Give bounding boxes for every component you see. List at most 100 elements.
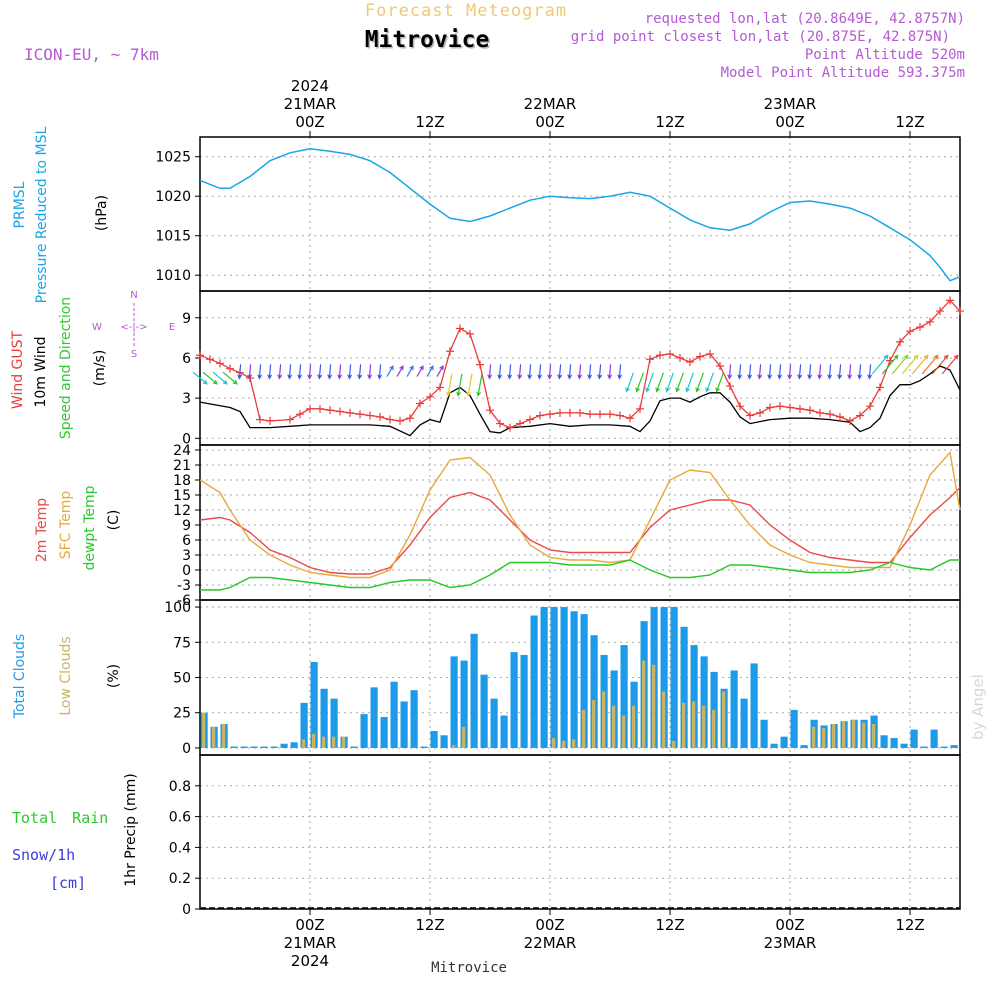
wind-gust-point bbox=[846, 416, 854, 425]
y-tick-label: 50 bbox=[173, 671, 191, 687]
wind-gust-point bbox=[736, 402, 744, 411]
total-cloud-bar bbox=[590, 635, 598, 748]
temp-unit: (C) bbox=[106, 510, 122, 531]
wind-direction-arrow bbox=[212, 371, 228, 385]
y-tick-label: 0.4 bbox=[169, 840, 191, 856]
y-tick-label: 3 bbox=[182, 391, 191, 407]
total-cloud-bar bbox=[530, 615, 538, 748]
wind-direction-arrow bbox=[577, 364, 583, 380]
y-tick-label: 0.8 bbox=[169, 779, 191, 795]
total-cloud-bar bbox=[230, 746, 238, 748]
total-cloud-bar bbox=[440, 735, 448, 748]
y-tick-label: 0 bbox=[182, 902, 191, 918]
y-tick-label: 18 bbox=[173, 473, 191, 489]
wind-gust-point bbox=[606, 410, 614, 419]
wind-gust-point bbox=[446, 347, 454, 356]
wind-direction-arrow bbox=[911, 354, 929, 375]
wind-direction-arrow bbox=[931, 354, 949, 375]
location-title: Mitrovice bbox=[366, 29, 491, 55]
bottom-time-label: 00Z bbox=[535, 916, 564, 934]
total-cloud-bar bbox=[400, 701, 408, 748]
watermark: by Angel bbox=[969, 674, 987, 740]
wind-gust-point bbox=[906, 327, 914, 336]
top-time-label: 12Z bbox=[895, 113, 924, 131]
y-tick-label: 3 bbox=[182, 548, 191, 564]
compass-e: E bbox=[169, 322, 175, 333]
plot-area: 10101015102010250369-6-30369121518212402… bbox=[155, 77, 964, 970]
wind-gust-point bbox=[696, 352, 704, 361]
wind-direction-arrow bbox=[287, 364, 293, 380]
product-title: Forecast Meteogram bbox=[365, 1, 567, 21]
top-time-label: 00Z bbox=[535, 113, 564, 131]
bottom-time-label: 12Z bbox=[655, 916, 684, 934]
wind-direction-arrow bbox=[655, 372, 664, 393]
top-date-label: 21MAR bbox=[284, 95, 337, 113]
wind-gust-point bbox=[816, 408, 824, 417]
low-cloud-bar bbox=[832, 724, 836, 748]
y-tick-label: 12 bbox=[173, 503, 191, 519]
low-cloud-bar bbox=[552, 738, 556, 748]
cloud-unit: (%) bbox=[106, 664, 122, 688]
wind-gust-point bbox=[256, 415, 264, 424]
total-cloud-bar bbox=[370, 687, 378, 748]
wind-direction-arrow bbox=[817, 364, 823, 380]
wind-gust-point bbox=[716, 361, 724, 370]
total-cloud-bar bbox=[470, 633, 478, 748]
total-cloud-bar bbox=[790, 709, 798, 748]
wind-direction-arrow bbox=[607, 364, 613, 380]
top-time-label: 12Z bbox=[655, 113, 684, 131]
total-cloud-bar bbox=[480, 674, 488, 748]
y-tick-label: 25 bbox=[173, 706, 191, 722]
total-cloud-bar bbox=[950, 745, 958, 748]
total-cloud-bar bbox=[680, 626, 688, 748]
wind-gust-point bbox=[766, 403, 774, 412]
compass-icon: N S W E <-|-> bbox=[92, 290, 175, 360]
wind-direction-arrow bbox=[507, 364, 513, 380]
wind-direction-arrow bbox=[807, 364, 813, 380]
total-cloud-bar bbox=[660, 607, 668, 748]
wind-gust-point bbox=[546, 410, 554, 419]
top-date-label: 23MAR bbox=[764, 95, 817, 113]
wind-gust-point bbox=[346, 408, 354, 417]
wind-direction-arrow bbox=[847, 364, 853, 380]
low-cloud-bar bbox=[612, 705, 616, 748]
wind-gust-point bbox=[826, 410, 834, 419]
wind-direction-arrow bbox=[635, 372, 644, 393]
wind-direction-arrow bbox=[767, 364, 773, 380]
wind-gust-point bbox=[476, 360, 484, 369]
total-cloud-bar bbox=[690, 645, 698, 748]
wind-gust-point bbox=[566, 408, 574, 417]
total-cloud-bar bbox=[780, 736, 788, 748]
total-cloud-bar bbox=[380, 716, 388, 748]
wind-direction-arrow bbox=[757, 364, 763, 380]
point-altitude: Point Altitude 520m bbox=[805, 47, 965, 63]
bottom-date-label: 22MAR bbox=[524, 934, 577, 952]
wind-direction-arrow bbox=[357, 364, 363, 380]
wind-gust-point bbox=[806, 406, 814, 415]
wind-labels: Wind GUST 10m Wind Speed and Direction (… bbox=[10, 290, 175, 439]
low-cloud-bar bbox=[312, 733, 316, 748]
wind-direction-arrow bbox=[347, 364, 353, 380]
y-tick-label: 1020 bbox=[155, 189, 191, 205]
total-cloud-bar bbox=[770, 743, 778, 748]
wind-direction-arrow bbox=[837, 364, 843, 380]
wind-gust-point bbox=[836, 412, 844, 421]
total-cloud-bar bbox=[740, 698, 748, 748]
y-tick-label: 0 bbox=[182, 431, 191, 447]
wind-gust-point bbox=[596, 410, 604, 419]
y-tick-label: -6 bbox=[177, 593, 191, 609]
bottom-time-label: 12Z bbox=[895, 916, 924, 934]
low-cloud-bar bbox=[452, 745, 456, 748]
wind-gust-point bbox=[366, 411, 374, 420]
total-cloud-bar bbox=[450, 656, 458, 748]
temp-label-3: dewpt Temp bbox=[82, 485, 98, 570]
wind-direction-arrow bbox=[587, 364, 593, 380]
wind-gust-point bbox=[326, 406, 334, 415]
total-cloud-bar bbox=[940, 746, 948, 748]
low-cloud-bar bbox=[692, 701, 696, 748]
total-cloud-bar bbox=[890, 738, 898, 748]
bottom-time-label: 12Z bbox=[415, 916, 444, 934]
total-cloud-bar bbox=[300, 702, 308, 748]
temp-2m-line bbox=[199, 487, 961, 575]
wind-gust-point bbox=[686, 357, 694, 366]
